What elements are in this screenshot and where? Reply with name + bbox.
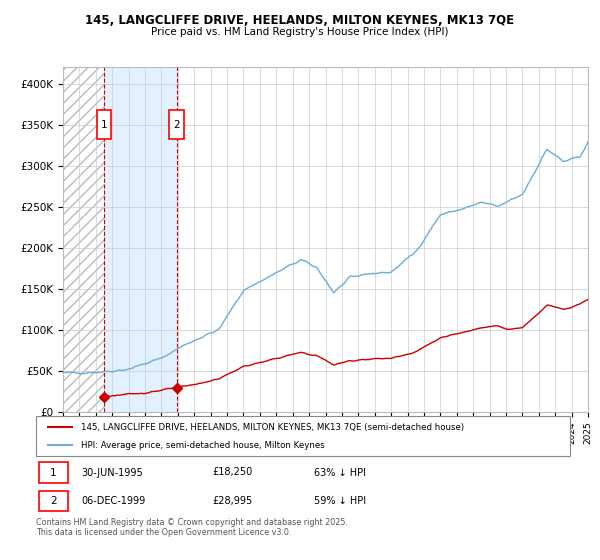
FancyBboxPatch shape xyxy=(38,491,68,511)
Text: Contains HM Land Registry data © Crown copyright and database right 2025.
This d: Contains HM Land Registry data © Crown c… xyxy=(36,518,348,538)
Text: 1: 1 xyxy=(101,120,107,129)
Text: 1: 1 xyxy=(50,468,56,478)
Text: Price paid vs. HM Land Registry's House Price Index (HPI): Price paid vs. HM Land Registry's House … xyxy=(151,27,449,37)
FancyBboxPatch shape xyxy=(169,110,184,139)
Text: £18,250: £18,250 xyxy=(212,468,253,478)
Text: 2: 2 xyxy=(50,496,56,506)
FancyBboxPatch shape xyxy=(38,463,68,483)
Text: 145, LANGCLIFFE DRIVE, HEELANDS, MILTON KEYNES, MK13 7QE: 145, LANGCLIFFE DRIVE, HEELANDS, MILTON … xyxy=(85,14,515,27)
Text: 30-JUN-1995: 30-JUN-1995 xyxy=(82,468,143,478)
Bar xyxy=(104,67,176,412)
Text: 06-DEC-1999: 06-DEC-1999 xyxy=(82,496,146,506)
Bar xyxy=(63,67,104,412)
Text: 59% ↓ HPI: 59% ↓ HPI xyxy=(314,496,366,506)
FancyBboxPatch shape xyxy=(97,110,112,139)
Text: 145, LANGCLIFFE DRIVE, HEELANDS, MILTON KEYNES, MK13 7QE (semi-detached house): 145, LANGCLIFFE DRIVE, HEELANDS, MILTON … xyxy=(82,423,464,432)
Text: 63% ↓ HPI: 63% ↓ HPI xyxy=(314,468,365,478)
Text: 2: 2 xyxy=(173,120,180,129)
Text: £28,995: £28,995 xyxy=(212,496,253,506)
Text: HPI: Average price, semi-detached house, Milton Keynes: HPI: Average price, semi-detached house,… xyxy=(82,441,325,450)
FancyBboxPatch shape xyxy=(36,416,570,456)
